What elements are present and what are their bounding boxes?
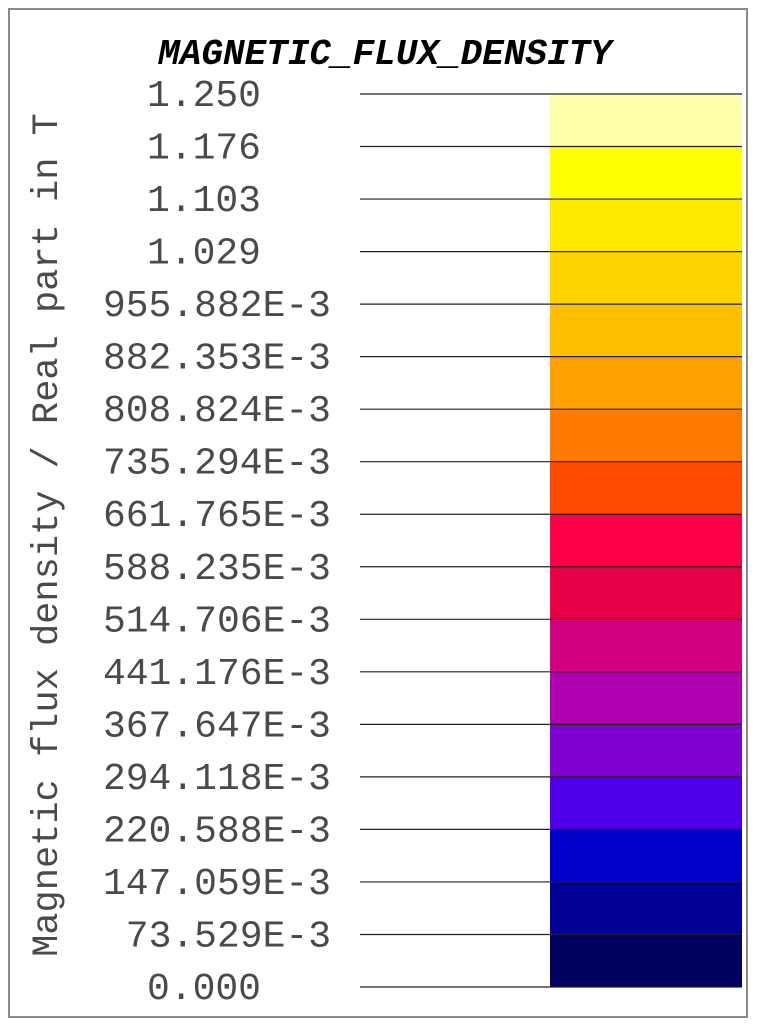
color-band [550,619,742,672]
color-band [550,304,742,357]
tick-label: 514.706E-3 [103,600,331,643]
tick-label: 1.250 [147,75,261,118]
tick-label: 661.765E-3 [103,495,331,538]
color-band [550,251,742,305]
color-band [550,146,742,200]
color-band [550,356,742,410]
y-axis-label: Magnetic flux density / Real part in T [27,113,69,957]
tick-label: 367.647E-3 [103,705,331,748]
color-band [550,724,742,777]
color-band [550,671,742,725]
tick-label: 73.529E-3 [126,915,331,958]
tick-label: 0.000 [147,968,261,1011]
tick-label: 294.118E-3 [103,758,331,801]
color-band [550,461,742,515]
tick-label: 735.294E-3 [103,443,331,486]
color-band [550,199,742,252]
tick-label: 1.029 [147,233,261,276]
tick-label: 441.176E-3 [103,653,331,696]
color-band [550,94,742,147]
tick-label: 220.588E-3 [103,810,331,853]
color-band [550,934,742,987]
color-band [550,829,742,882]
tick-label: 882.353E-3 [103,338,331,381]
color-band [550,776,742,830]
tick-label: 1.176 [147,128,261,171]
legend-title: MAGNETIC_FLUX_DENSITY [157,34,615,75]
tick-label: 588.235E-3 [103,548,331,591]
color-band [550,514,742,567]
tick-label: 808.824E-3 [103,390,331,433]
tick-label: 955.882E-3 [103,285,331,328]
color-band [550,409,742,462]
tick-label: 147.059E-3 [103,863,331,906]
tick-label: 1.103 [147,180,261,223]
color-band [550,566,742,620]
color-band [550,881,742,935]
